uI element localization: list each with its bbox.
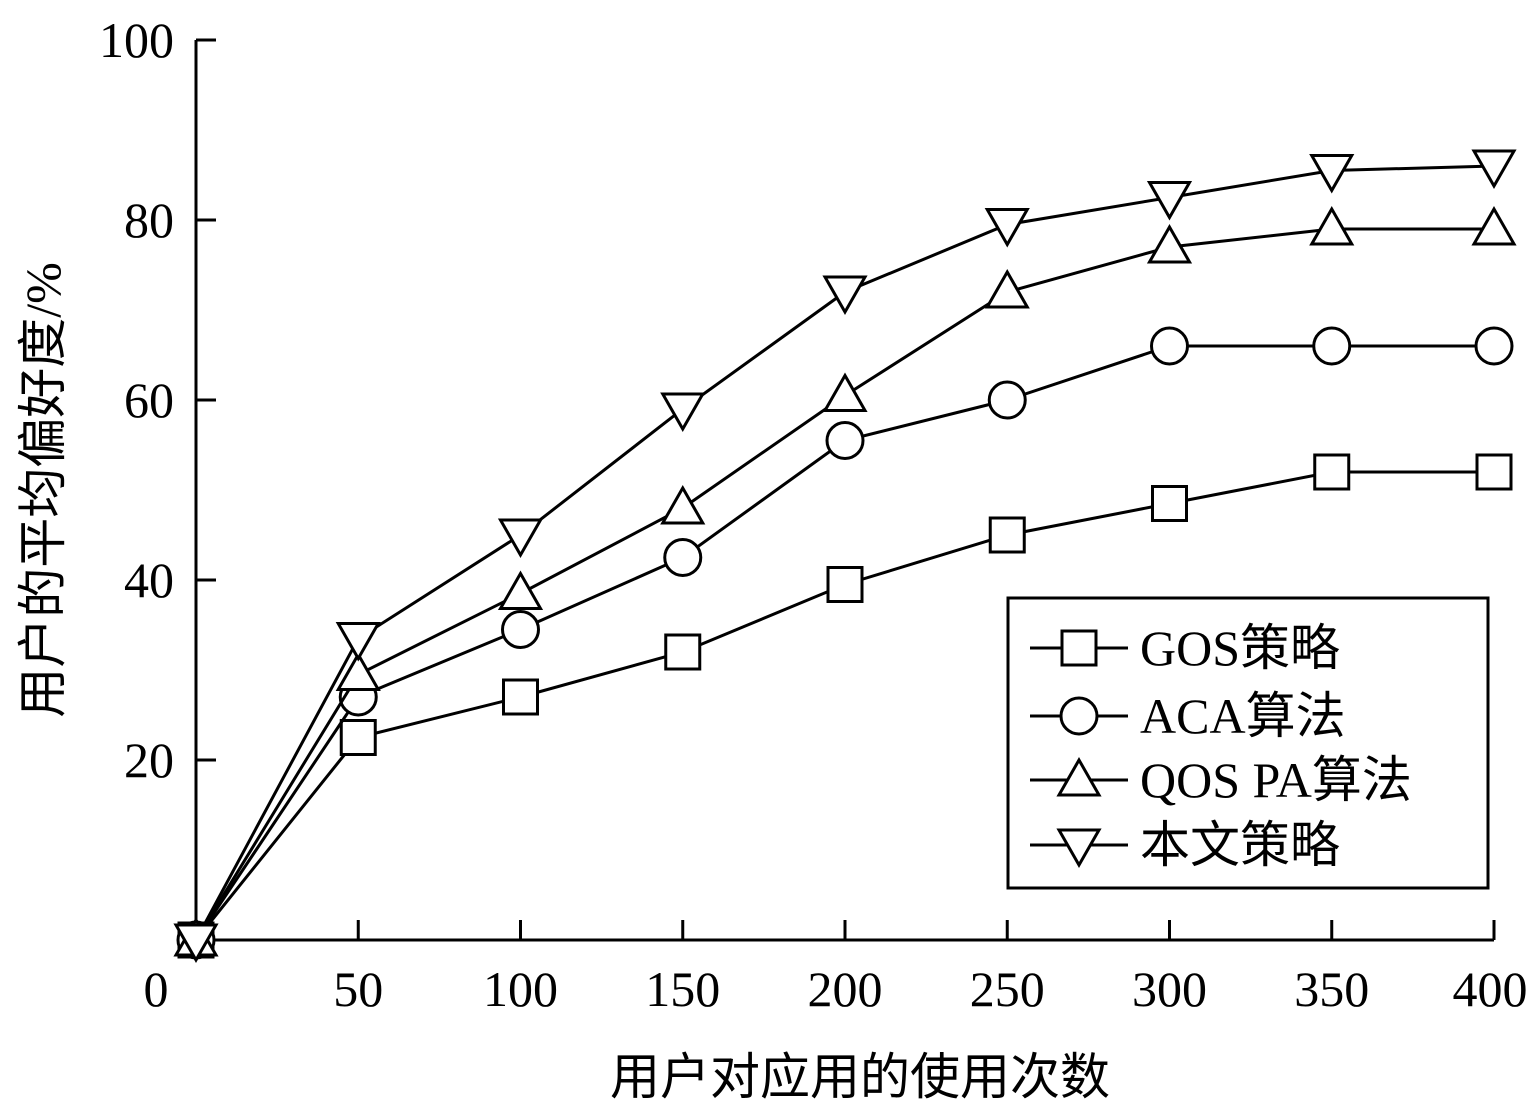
legend-entry: GOS策略 (1030, 620, 1340, 676)
data-point-triangle-up (822, 372, 868, 412)
y-tick-label: 100 (99, 12, 174, 68)
series-layer (173, 149, 1517, 964)
data-point-triangle-down (822, 275, 868, 316)
legend-entry: QOS PA算法 (1030, 752, 1412, 808)
data-point-triangle-up (335, 651, 381, 691)
data-point-triangle-up (1146, 223, 1193, 264)
legend-label: ACA算法 (1140, 688, 1346, 744)
data-point-circle (1150, 326, 1189, 366)
data-point-square (826, 566, 864, 603)
legend-marker-circle (1059, 696, 1099, 736)
y-tick-label: 80 (124, 192, 174, 248)
data-point-circle (987, 380, 1027, 420)
data-point-triangle-up (660, 484, 706, 525)
x-axis-ticks: 0 50 100 150 200 250 300 350 400 (144, 920, 1528, 1017)
y-axis-ticks: 20 40 60 80 100 (99, 12, 216, 788)
data-point-triangle-down (497, 518, 544, 559)
data-point-circle (501, 610, 540, 649)
x-tick-label: 350 (1294, 961, 1369, 1017)
data-point-triangle-down (1309, 154, 1355, 194)
x-tick-label: 50 (333, 961, 383, 1017)
data-point-triangle-down (173, 923, 219, 964)
x-tick-label: 0 (144, 961, 169, 1017)
data-point-triangle-up (984, 268, 1030, 309)
data-point-triangle-down (1146, 181, 1193, 221)
x-tick-label: 400 (1453, 961, 1528, 1017)
data-point-triangle-down (335, 622, 381, 662)
y-tick-label: 60 (124, 372, 174, 428)
data-point-square (339, 719, 377, 756)
data-point-square (1151, 485, 1188, 522)
x-tick-label: 300 (1132, 961, 1207, 1017)
data-point-circle (663, 538, 703, 577)
data-point-square (988, 516, 1026, 554)
data-point-triangle-up (1309, 205, 1355, 246)
legend-marker-triangle-down (1056, 828, 1102, 869)
data-point-circle (825, 421, 865, 460)
legend-label: GOS策略 (1140, 620, 1340, 676)
x-tick-label: 200 (808, 961, 883, 1017)
data-point-triangle-up (1471, 205, 1517, 246)
data-point-square (1475, 453, 1513, 491)
legend-entry: ACA算法 (1030, 688, 1346, 744)
legend-label: QOS PA算法 (1140, 752, 1412, 808)
data-point-square (1313, 453, 1351, 491)
data-point-triangle-down (984, 208, 1030, 248)
x-tick-label: 250 (970, 961, 1045, 1017)
legend-entry: 本文策略 (1030, 817, 1340, 873)
x-tick-label: 150 (645, 961, 720, 1017)
legend-label: 本文策略 (1140, 817, 1340, 873)
x-tick-label: 100 (483, 961, 558, 1017)
data-point-triangle-up (497, 570, 544, 610)
y-tick-label: 20 (124, 732, 174, 788)
data-point-triangle-down (1471, 149, 1517, 190)
legend-marker-square (1060, 629, 1098, 667)
series-triangle-down (173, 149, 1517, 964)
data-point-circle (1312, 326, 1352, 366)
data-point-circle (1474, 326, 1514, 366)
legend-marker-triangle-up (1056, 756, 1102, 797)
y-axis-title: 用户的平均偏好度/% (15, 262, 71, 718)
data-point-square (502, 678, 539, 716)
data-point-square (664, 633, 702, 671)
data-point-triangle-down (660, 392, 706, 433)
y-tick-label: 40 (124, 552, 174, 608)
x-axis-title: 用户对应用的使用次数 (610, 1049, 1110, 1105)
